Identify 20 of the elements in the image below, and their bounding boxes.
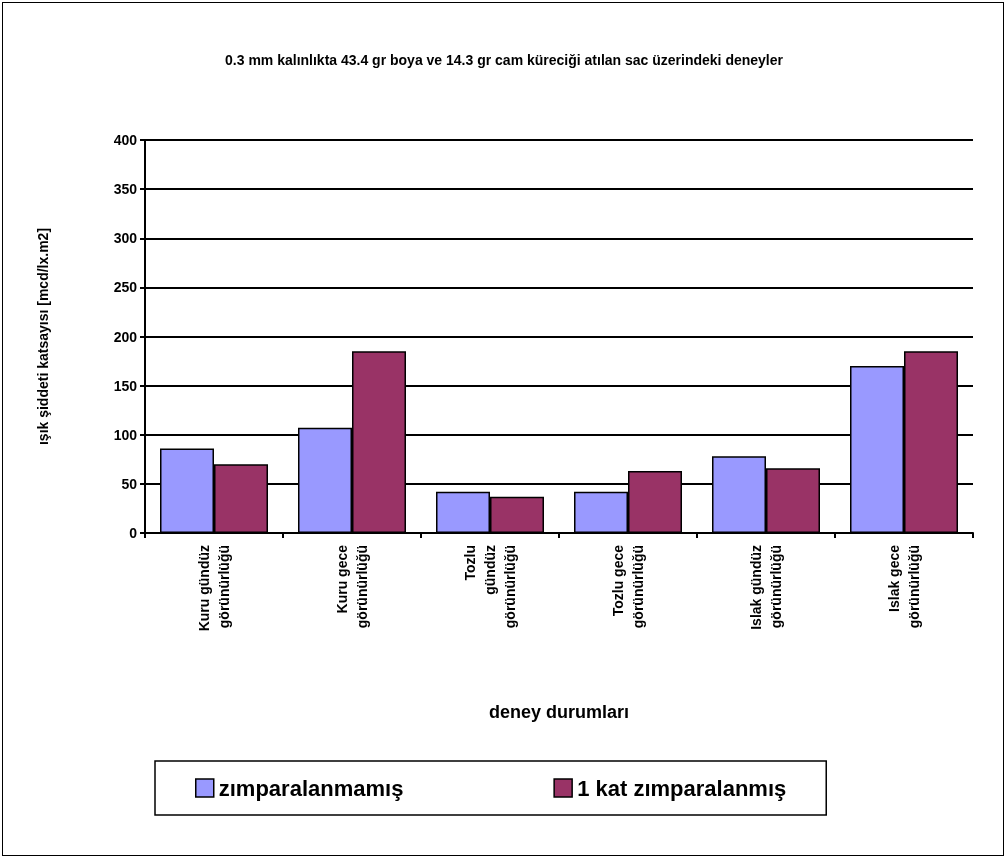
legend-label: zımparalanmamış xyxy=(218,775,404,801)
y-tick-label: 0 xyxy=(129,525,138,541)
x-tick-label: Kuru gündüz görünürlüğü xyxy=(196,545,232,632)
x-tick-label: Islak gece görünürlüğü xyxy=(886,544,922,629)
legend-label: 1 kat zımparalanmış xyxy=(577,775,787,801)
x-tick-label: Tozlu gündüz görünürlüğü xyxy=(462,545,518,629)
y-tick-label: 100 xyxy=(113,426,138,443)
y-tick-label: 150 xyxy=(113,377,138,394)
y-tick-label: 400 xyxy=(113,132,138,148)
y-tick-label: 50 xyxy=(121,475,138,492)
x-tick-label: Islak gündüz görünürlüğü xyxy=(748,545,784,630)
y-tick-label: 200 xyxy=(113,328,138,345)
y-tick-label: 350 xyxy=(113,181,138,198)
x-tick-label: Tozlu gece görünürlüğü xyxy=(610,544,646,629)
y-axis-title: ışık şiddeti katsayısı [mcd/lx.m2] xyxy=(35,227,51,446)
x-axis-title: deney durumları xyxy=(488,702,630,722)
y-tick-label: 250 xyxy=(113,279,138,296)
x-tick-label: Kuru gece görünürlüğü xyxy=(334,544,370,629)
y-tick-label: 300 xyxy=(113,230,138,247)
chart-title: 0.3 mm kalınlıkta 43.4 gr boya ve 14.3 gr cam küreciği atılan sac üzerindeki deneyler xyxy=(225,52,784,68)
